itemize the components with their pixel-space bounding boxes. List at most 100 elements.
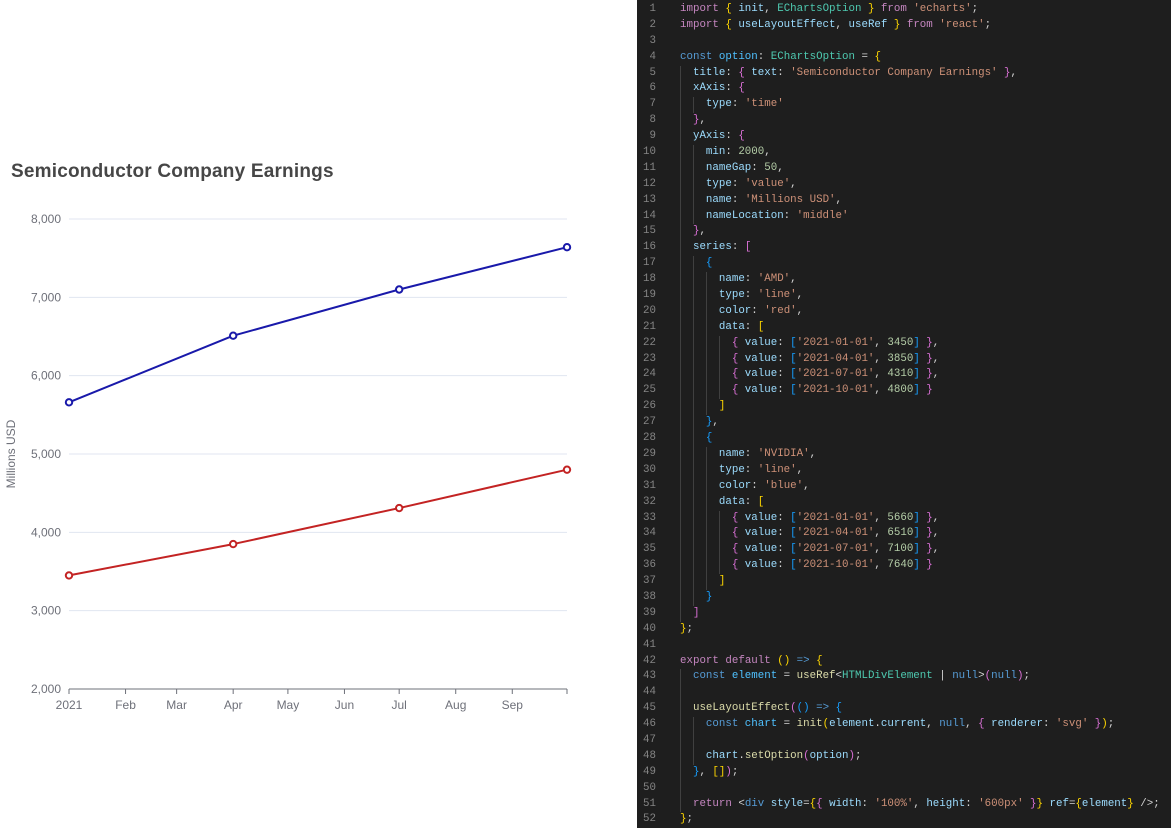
code-line[interactable]: 45 useLayoutEffect(() => {: [637, 701, 1171, 718]
code-line[interactable]: 22 { value: ['2021-01-01', 3450] },: [637, 335, 1171, 352]
code-line[interactable]: 39 ]: [637, 605, 1171, 622]
line-number[interactable]: 19: [643, 289, 656, 302]
code-line[interactable]: 26 ]: [637, 399, 1171, 416]
line-number[interactable]: 8: [649, 114, 656, 127]
line-number[interactable]: 22: [643, 336, 656, 349]
code-line[interactable]: 25 { value: ['2021-10-01', 4800] }: [637, 383, 1171, 400]
code-line[interactable]: 43 const element = useRef<HTMLDivElement…: [637, 669, 1171, 686]
code-line[interactable]: 33 { value: ['2021-01-01', 5660] },: [637, 510, 1171, 527]
code-line[interactable]: 37 ]: [637, 574, 1171, 590]
line-number[interactable]: 2: [649, 18, 656, 31]
code-line[interactable]: 41: [637, 638, 1171, 654]
line-number[interactable]: 14: [643, 209, 656, 222]
code-line[interactable]: 19 type: 'line',: [637, 288, 1171, 304]
code-line[interactable]: 11 nameGap: 50,: [637, 160, 1171, 177]
code-line[interactable]: 20 color: 'red',: [637, 303, 1171, 320]
code-line[interactable]: 6 xAxis: {: [637, 81, 1171, 98]
line-number[interactable]: 48: [643, 749, 656, 762]
line-number[interactable]: 11: [643, 161, 656, 174]
line-number[interactable]: 40: [643, 622, 656, 635]
code-line[interactable]: 2 import { useLayoutEffect, useRef } from…: [637, 18, 1171, 34]
line-number[interactable]: 13: [643, 193, 656, 206]
line-number[interactable]: 42: [643, 654, 656, 667]
line-number[interactable]: 3: [649, 34, 656, 47]
code-line[interactable]: 49 }, []);: [637, 764, 1171, 781]
code-line[interactable]: 7 type: 'time': [637, 97, 1171, 114]
line-number[interactable]: 18: [643, 273, 656, 286]
code-line[interactable]: 29 name: 'NVIDIA',: [637, 446, 1171, 463]
line-number[interactable]: 51: [643, 797, 656, 810]
code-line[interactable]: 35 { value: ['2021-07-01', 7100] },: [637, 542, 1171, 559]
line-number[interactable]: 1: [649, 3, 656, 15]
code-line[interactable]: 13 name: 'Millions USD',: [637, 192, 1171, 209]
code-line[interactable]: 21 data: [: [637, 319, 1171, 336]
line-number[interactable]: 17: [643, 257, 656, 270]
line-number[interactable]: 46: [643, 718, 656, 731]
code-line[interactable]: 5 title: { text: 'Semiconductor Company …: [637, 65, 1171, 82]
code-line[interactable]: 30 type: 'line',: [637, 462, 1171, 479]
line-number[interactable]: 24: [643, 368, 656, 381]
line-number[interactable]: 36: [643, 559, 656, 572]
line-number[interactable]: 43: [643, 670, 656, 683]
line-number[interactable]: 26: [643, 400, 656, 413]
line-number[interactable]: 30: [643, 463, 656, 476]
line-number[interactable]: 52: [643, 813, 656, 826]
line-number[interactable]: 38: [643, 590, 656, 603]
code-line[interactable]: 34 { value: ['2021-04-01', 6510] },: [637, 526, 1171, 543]
line-number[interactable]: 6: [649, 82, 656, 95]
code-line[interactable]: 16 series: [: [637, 240, 1171, 257]
line-number[interactable]: 5: [649, 66, 656, 79]
line-number[interactable]: 31: [643, 479, 656, 492]
line-number[interactable]: 47: [643, 733, 656, 746]
code-line[interactable]: 17 {: [637, 256, 1171, 273]
code-line[interactable]: 9 yAxis: {: [637, 129, 1171, 146]
line-number[interactable]: 37: [643, 575, 656, 588]
code-line[interactable]: 40};: [637, 622, 1171, 638]
line-number[interactable]: 45: [643, 702, 656, 715]
code-line[interactable]: 36 { value: ['2021-10-01', 7640] }: [637, 558, 1171, 575]
line-number[interactable]: 44: [643, 686, 656, 699]
code-line[interactable]: 52};: [637, 812, 1171, 828]
line-number[interactable]: 29: [643, 447, 656, 460]
code-line[interactable]: 42 export default () => {: [637, 654, 1171, 670]
code-line[interactable]: 8 },: [637, 113, 1171, 130]
line-number[interactable]: 35: [643, 543, 656, 556]
line-number[interactable]: 50: [643, 781, 656, 794]
line-number[interactable]: 49: [643, 765, 656, 778]
code-line[interactable]: 23 { value: ['2021-04-01', 3850] },: [637, 351, 1171, 368]
line-number[interactable]: 27: [643, 416, 656, 429]
code-line[interactable]: 14 nameLocation: 'middle': [637, 208, 1171, 225]
line-number[interactable]: 28: [643, 432, 656, 445]
line-number[interactable]: 21: [643, 320, 656, 333]
editor-panel[interactable]: 1 import { init, EChartsOption } from 'ec…: [637, 0, 1171, 828]
line-number[interactable]: 10: [643, 146, 656, 159]
code-line[interactable]: 51 return <div style={{ width: '100%', h…: [637, 796, 1171, 813]
line-number[interactable]: 15: [643, 225, 656, 238]
code-line[interactable]: 38 }: [637, 589, 1171, 606]
line-number[interactable]: 23: [643, 352, 656, 365]
code-line[interactable]: 15 },: [637, 224, 1171, 241]
line-number[interactable]: 33: [643, 511, 656, 524]
code-line[interactable]: 12 type: 'value',: [637, 176, 1171, 193]
code-line[interactable]: 47: [637, 732, 1171, 749]
line-number[interactable]: 41: [643, 638, 656, 651]
code-line[interactable]: 18 name: 'AMD',: [637, 272, 1171, 289]
line-number[interactable]: 25: [643, 384, 656, 397]
code-line[interactable]: 4 const option: EChartsOption = {: [637, 50, 1171, 66]
code-line[interactable]: 28 {: [637, 431, 1171, 447]
line-number[interactable]: 9: [649, 130, 656, 143]
code-line[interactable]: 1 import { init, EChartsOption } from 'ec…: [637, 2, 1171, 18]
line-number[interactable]: 7: [649, 98, 656, 111]
code-line[interactable]: 31 color: 'blue',: [637, 478, 1171, 495]
line-number[interactable]: 32: [643, 495, 656, 508]
code-line[interactable]: 48 chart.setOption(option);: [637, 748, 1171, 765]
code-line[interactable]: 50: [637, 780, 1171, 797]
line-number[interactable]: 12: [643, 177, 656, 190]
line-number[interactable]: 34: [643, 527, 656, 540]
code-line[interactable]: 32 data: [: [637, 494, 1171, 511]
code-line[interactable]: 24 { value: ['2021-07-01', 4310] },: [637, 367, 1171, 384]
code-line[interactable]: 46 const chart = init(element.current, n…: [637, 717, 1171, 733]
line-number[interactable]: 39: [643, 606, 656, 619]
line-number[interactable]: 20: [643, 304, 656, 317]
code-line[interactable]: 3: [637, 34, 1171, 50]
